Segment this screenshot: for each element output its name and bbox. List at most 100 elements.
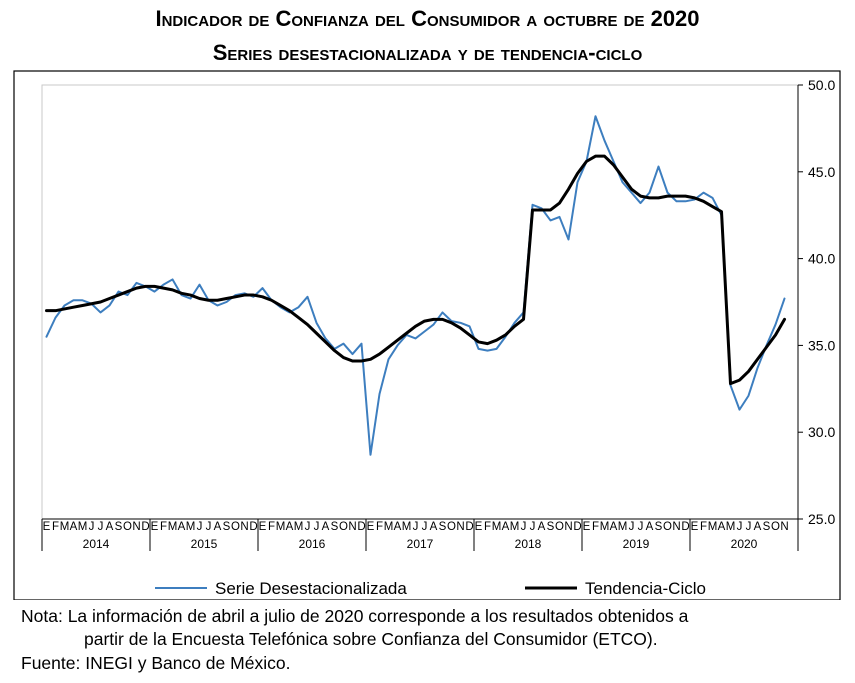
month-label: E [259,521,267,533]
month-label: N [240,521,248,533]
month-label: J [521,521,527,533]
y-tick-label: 50.0 [808,77,835,93]
month-label: N [780,521,788,533]
month-label: A [178,521,186,533]
month-label: M [708,521,718,533]
year-label-2016: 2016 [299,537,326,551]
month-label: A [610,521,618,533]
year-label-2020: 2020 [731,537,758,551]
month-label: A [754,521,762,533]
month-label: D [573,521,581,533]
month-label: E [691,521,699,533]
month-label: J [629,521,635,533]
y-tick-label: 35.0 [808,337,835,353]
y-tick-label: 25.0 [808,511,835,527]
month-label: A [394,521,402,533]
month-label: F [160,521,167,533]
chart-title-line2-text: Series desestacionalizada y de tendencia… [212,40,643,65]
year-label-2015: 2015 [191,537,218,551]
month-label: A [286,521,294,533]
month-label: E [43,521,51,533]
month-label: A [70,521,78,533]
source-line: Fuente: INEGI y Banco de México. [21,653,291,673]
month-label: J [737,521,743,533]
year-label-2018: 2018 [515,537,542,551]
month-label: M [276,521,286,533]
month-label: N [456,521,464,533]
month-label: J [530,521,536,533]
month-label: D [681,521,689,533]
month-label: J [206,521,212,533]
month-label: N [132,521,140,533]
month-label: O [447,521,456,533]
month-label: F [376,521,383,533]
month-label: M [402,521,412,533]
month-label: M [168,521,178,533]
month-label: D [357,521,365,533]
note-line-2: partir de la Encuesta Telefónica sobre C… [84,629,658,649]
month-label: A [106,521,114,533]
month-label: A [538,521,546,533]
month-label: S [223,521,231,533]
month-label: A [646,521,654,533]
month-label: A [718,521,726,533]
series-layer [45,115,786,456]
month-label: A [502,521,510,533]
month-label: S [331,521,339,533]
month-label: S [547,521,555,533]
month-label: F [52,521,59,533]
month-label: N [348,521,356,533]
month-label: E [367,521,375,533]
series-line-desestacionalizada [45,115,786,456]
month-label: J [305,521,311,533]
month-label: E [151,521,159,533]
month-label: N [672,521,680,533]
month-label: O [123,521,132,533]
month-label: J [746,521,752,533]
y-tick-label: 45.0 [808,164,835,180]
year-label-2014: 2014 [83,537,110,551]
month-label: J [314,521,320,533]
month-label: S [439,521,447,533]
month-label: F [268,521,275,533]
legend: Serie Desestacionalizada Tendencia-Ciclo [155,579,706,598]
chart-frame [13,70,841,600]
month-label: E [475,521,483,533]
month-label: M [510,521,520,533]
month-label: M [186,521,196,533]
month-label: O [663,521,672,533]
month-label: E [583,521,591,533]
month-label: D [249,521,257,533]
year-label-2019: 2019 [623,537,650,551]
month-label: M [60,521,70,533]
note-line-1: Nota: La información de abril a julio de… [21,606,689,626]
year-label-2017: 2017 [407,537,434,551]
month-label: F [592,521,599,533]
month-label: S [115,521,123,533]
month-label: F [700,521,707,533]
chart-title-line1-text: Indicador de Confianza del Consumidor a … [155,6,700,31]
month-label: J [413,521,419,533]
month-label: N [564,521,572,533]
month-label: M [294,521,304,533]
month-label: O [771,521,780,533]
y-axis: 50.0 45.0 40.0 35.0 30.0 25.0 [797,77,835,527]
legend-label: Serie Desestacionalizada [215,579,407,598]
month-label: D [141,521,149,533]
month-label: J [197,521,203,533]
month-label: M [492,521,502,533]
month-label: S [763,521,771,533]
month-label: J [422,521,428,533]
month-label: A [214,521,222,533]
y-tick-label: 40.0 [808,251,835,267]
chart-title-line1: Indicador de Confianza del Consumidor a … [0,6,855,32]
plot-area [41,84,799,520]
month-label: O [339,521,348,533]
month-label: M [600,521,610,533]
month-label: O [231,521,240,533]
month-label: M [618,521,628,533]
series-line-tendencia-ciclo [45,154,786,386]
month-label: J [89,521,95,533]
